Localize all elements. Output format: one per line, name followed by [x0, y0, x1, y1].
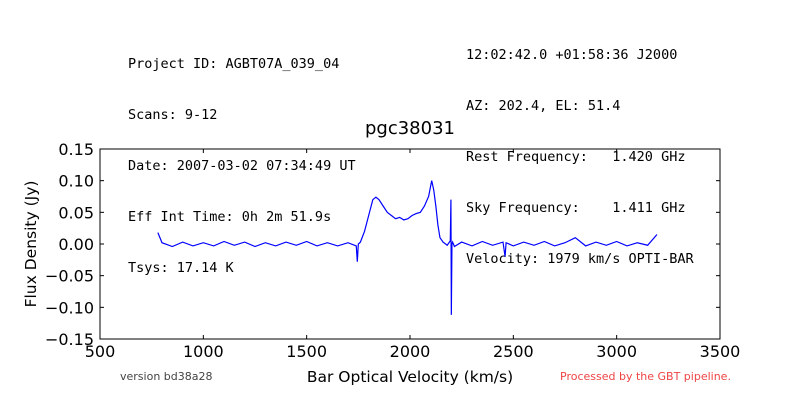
- x-tick-label: 3000: [596, 342, 637, 361]
- tsys-text: Tsys: 17.14 K: [128, 260, 234, 276]
- project-id-text: Project ID: AGBT07A_039_04: [128, 56, 340, 72]
- x-tick-label: 1500: [286, 342, 327, 361]
- version-text: version bd38a28: [120, 370, 213, 383]
- y-tick-label: −0.05: [45, 267, 94, 286]
- y-tick-label: 0.15: [58, 140, 94, 159]
- axes: 500 1000 1500 2000 2500 3000 3500 0.15 0.10 0.05 0…: [45, 140, 740, 361]
- y-axis-label: Flux Density (Jy): [22, 181, 40, 308]
- plot-area: [157, 180, 658, 315]
- x-tick-label: 2500: [493, 342, 534, 361]
- coordinates-text: 12:02:42.0 +01:58:36 J2000: [466, 47, 678, 63]
- plot-frame: [99, 148, 721, 340]
- x-tick-label: 2000: [390, 342, 431, 361]
- scans-text: Scans: 9-12: [128, 107, 218, 123]
- velocity-text: Velocity: 1979 km/s OPTI-BAR: [466, 251, 694, 267]
- chart-title: pgc38031: [365, 118, 455, 139]
- date-text: Date: 2007-03-02 07:34:49 UT: [128, 158, 356, 174]
- x-tick-label: 1000: [183, 342, 224, 361]
- y-tick-label: 0.00: [58, 235, 94, 254]
- x-tick-label: 500: [85, 342, 116, 361]
- header-right-info: 12:02:42.0 +01:58:36 J2000 AZ: 202.4, EL…: [466, 13, 694, 285]
- x-axis-label: Bar Optical Velocity (km/s): [307, 368, 513, 386]
- int-time-text: Eff Int Time: 0h 2m 51.9s: [128, 209, 332, 225]
- az-el-text: AZ: 202.4, EL: 51.4: [466, 98, 621, 114]
- sky-frequency-text: Sky Frequency: 1.411 GHz: [466, 200, 686, 216]
- y-tick-label: 0.05: [58, 203, 94, 222]
- x-tick-label: 3500: [700, 342, 741, 361]
- y-tick-label: −0.15: [45, 330, 94, 349]
- y-tick-label: 0.10: [58, 172, 94, 191]
- y-tick-label: −0.10: [45, 298, 94, 317]
- rest-frequency-text: Rest Frequency: 1.420 GHz: [466, 149, 686, 165]
- header-left-info: Project ID: AGBT07A_039_04 Scans: 9-12 D…: [128, 22, 356, 294]
- spectrum-line-0: [157, 180, 658, 315]
- pipeline-text: Processed by the GBT pipeline.: [560, 370, 731, 383]
